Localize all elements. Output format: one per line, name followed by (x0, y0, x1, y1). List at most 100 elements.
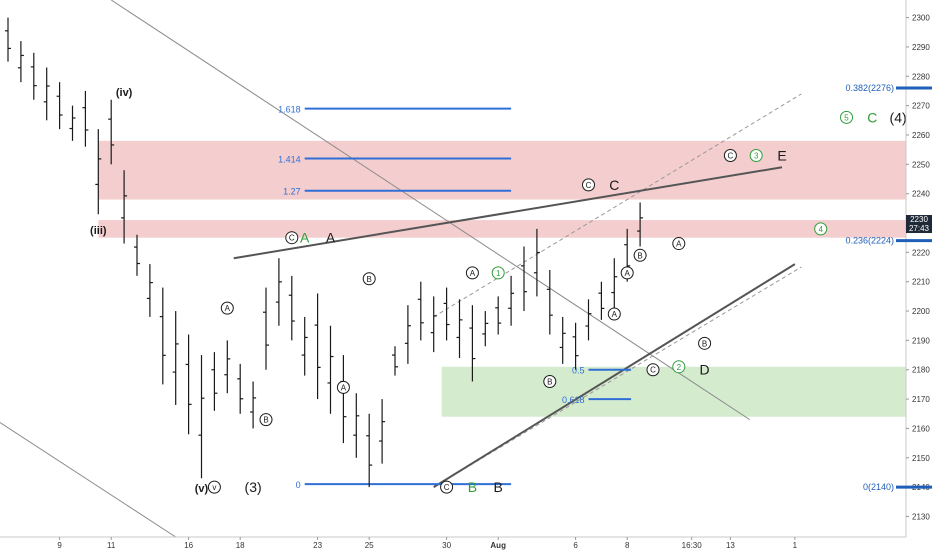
wave-label-C: C (650, 366, 656, 375)
wave-label-A: A (470, 269, 476, 278)
x-tick-label: Aug (490, 541, 506, 550)
wave-label-circle-B (259, 413, 273, 427)
last-price-badge (906, 215, 932, 234)
y-tick-label: 2200 (912, 307, 930, 316)
upper-dashed-channel (433, 93, 802, 318)
wave-label-A: A (625, 269, 631, 278)
wave-label-C: C (289, 234, 295, 243)
fib-label-1.27: 1.27 (283, 187, 301, 197)
wave-label-circle-3 (749, 149, 763, 163)
wave-label-iii: (iii) (90, 225, 107, 237)
y-tick-label: 2260 (912, 131, 930, 140)
fib-label-0.618: 0.618 (562, 395, 585, 405)
wave-label-circle-C (723, 149, 737, 163)
y-tick-label: 2160 (912, 424, 930, 433)
wave-label-circle-A (336, 380, 350, 394)
wave-label-v: (v) (195, 483, 209, 495)
wave-label-circle-A (672, 237, 686, 251)
axis-marker-label: 0(2140) (863, 482, 894, 492)
y-tick-label: 2300 (912, 14, 930, 23)
wave-label-circle-A (220, 301, 234, 315)
wave-label-v: v (212, 483, 216, 492)
y-tick-label: 2270 (912, 102, 930, 111)
wave-label-iv: (iv) (116, 87, 133, 99)
wave-label-C: C (867, 109, 877, 125)
x-tick-label: 8 (625, 541, 630, 550)
wave-label-B: B (702, 339, 707, 348)
wave-label-circle-B (543, 374, 557, 388)
wave-label-C: C (609, 177, 619, 193)
wave-label-4: (4) (890, 109, 907, 125)
upper-trendline (233, 166, 783, 260)
lower-downtrend-line (0, 422, 176, 538)
x-tick-label: 30 (442, 541, 451, 550)
x-tick-label: 25 (365, 541, 374, 550)
wave-label-1: 1 (496, 269, 501, 278)
long-downtrend-line (110, 0, 751, 421)
x-tick-label: 23 (313, 541, 322, 550)
wave-label-circle-B (633, 248, 647, 262)
price-axis-background (906, 0, 932, 550)
wave-label-B: B (263, 416, 268, 425)
fib-label-0: 0 (296, 480, 301, 490)
wave-label-3: (3) (245, 479, 262, 495)
wave-label-C: C (728, 152, 734, 161)
y-tick-label: 2150 (912, 454, 930, 463)
y-tick-label: 2210 (912, 278, 930, 287)
support-zone (441, 366, 906, 417)
wave-label-circle-2 (672, 360, 686, 374)
wave-label-circle-v (207, 480, 221, 494)
y-tick-label: 2130 (912, 512, 930, 521)
wave-label-A: A (225, 304, 231, 313)
fib-label-0.5: 0.5 (572, 366, 585, 376)
x-tick-label: 6 (573, 541, 578, 550)
wave-label-circle-B (698, 336, 712, 350)
wave-label-A: A (341, 383, 347, 392)
x-tick-label: 16 (184, 541, 193, 550)
wave-label-circle-4 (814, 222, 828, 236)
x-tick-label: 18 (236, 541, 245, 550)
y-tick-label: 2290 (912, 43, 930, 52)
x-tick-label: 13 (726, 541, 735, 550)
time-axis-background (0, 537, 906, 550)
x-tick-label: 1 (793, 541, 798, 550)
wave-label-2: 2 (677, 363, 682, 372)
fib-label-1.618: 1.618 (278, 105, 301, 115)
wave-label-circle-C (582, 178, 595, 192)
wave-label-A: A (612, 310, 618, 319)
wave-label-C: C (586, 181, 592, 190)
wave-label-circle-B (362, 272, 376, 286)
wave-label-circle-A (607, 307, 621, 321)
bar-countdown: 27:43 (909, 224, 930, 233)
axis-marker-label: 0.382(2276) (845, 83, 894, 93)
y-tick-label: 2240 (912, 190, 930, 199)
lower-trendline (433, 263, 796, 488)
x-tick-label: 11 (107, 541, 116, 550)
y-tick-label: 2280 (912, 72, 930, 81)
x-tick-label: 16:30 (682, 541, 703, 550)
last-price-value: 2230 (910, 215, 928, 224)
wave-label-C: C (444, 483, 450, 492)
wave-label-circle-C (285, 231, 299, 245)
wave-label-A: A (300, 230, 310, 246)
axis-marker-label: 0.236(2224) (845, 236, 894, 246)
wave-label-circle-1 (491, 266, 505, 280)
lower-resistance-zone (98, 220, 907, 238)
y-tick-label: 2190 (912, 336, 930, 345)
wave-label-B: B (468, 479, 477, 495)
x-tick-label: 9 (57, 541, 62, 550)
wave-label-A: A (326, 230, 336, 246)
wave-label-circle-A (465, 266, 479, 280)
wave-label-B: B (637, 251, 642, 260)
fib-label-1.414: 1.414 (278, 154, 301, 164)
wave-label-B: B (494, 479, 503, 495)
y-tick-label: 2250 (912, 160, 930, 169)
wave-label-circle-C (440, 480, 454, 494)
y-tick-label: 2180 (912, 366, 930, 375)
wave-label-circle-5 (840, 110, 853, 124)
wave-label-D: D (700, 362, 710, 378)
wave-label-4: 4 (818, 225, 823, 234)
wave-label-3: 3 (754, 152, 759, 161)
wave-label-E: E (777, 148, 786, 164)
